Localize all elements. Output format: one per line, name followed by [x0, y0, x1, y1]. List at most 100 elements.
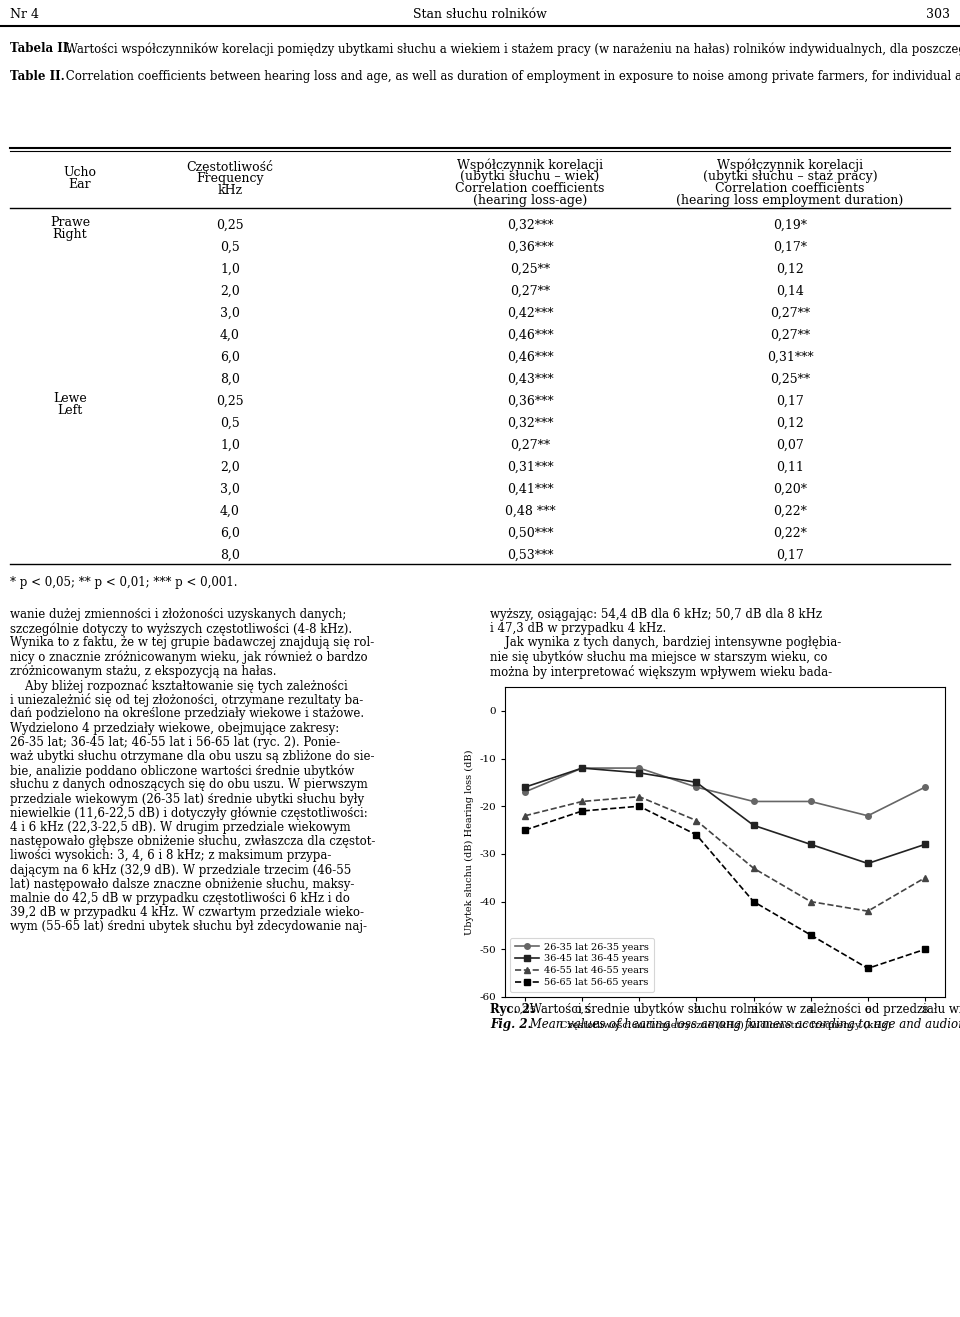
Text: i uniezależnić się od tej złożoności, otrzymane rezultaty ba-: i uniezależnić się od tej złożoności, ot…	[10, 693, 363, 707]
Text: można by interpretować większym wpływem wieku bada-: można by interpretować większym wpływem …	[490, 665, 832, 678]
Text: Jak wynika z tych danych, bardziej intensywne pogłębia-: Jak wynika z tych danych, bardziej inten…	[490, 636, 841, 649]
Text: 1,0: 1,0	[220, 263, 240, 277]
46-55 lat 46-55 years	[748, 860, 759, 876]
26-35 lat 26-35 years	[748, 794, 759, 810]
Text: przedziale wiekowym (26-35 lat) średnie ubytki słuchu były: przedziale wiekowym (26-35 lat) średnie …	[10, 793, 364, 806]
Text: Correlation coefficients: Correlation coefficients	[455, 182, 605, 195]
Text: 0,17*: 0,17*	[773, 241, 807, 254]
Text: nicy o znacznie zróżnicowanym wieku, jak również o bardzo: nicy o znacznie zróżnicowanym wieku, jak…	[10, 651, 368, 664]
Text: 0,46***: 0,46***	[507, 352, 553, 363]
Text: kHz: kHz	[217, 184, 243, 198]
Text: Stan słuchu rolników: Stan słuchu rolników	[413, 8, 547, 21]
Text: Correlation coefficients: Correlation coefficients	[715, 182, 865, 195]
Text: Ryc. 2.: Ryc. 2.	[490, 1004, 534, 1015]
Text: następowało głębsze obniżenie słuchu, zwłaszcza dla częstot-: następowało głębsze obniżenie słuchu, zw…	[10, 835, 375, 848]
56-65 lat 56-65 years	[634, 798, 645, 814]
Text: 0,25: 0,25	[216, 395, 244, 408]
Text: 0,19*: 0,19*	[773, 219, 807, 232]
Text: dań podzielono na określone przedziały wiekowe i stażowe.: dań podzielono na określone przedziały w…	[10, 707, 364, 720]
Text: Tabela II.: Tabela II.	[10, 42, 72, 55]
Text: 0,12: 0,12	[776, 263, 804, 277]
Text: 8,0: 8,0	[220, 549, 240, 562]
56-65 lat 56-65 years	[862, 960, 874, 976]
Text: 4 i 6 kHz (22,3-22,5 dB). W drugim przedziale wiekowym: 4 i 6 kHz (22,3-22,5 dB). W drugim przed…	[10, 820, 350, 834]
Text: Right: Right	[53, 228, 87, 241]
Text: 0,12: 0,12	[776, 417, 804, 429]
Text: Wartości średnie ubytków słuchu rolników w zależności od przedziału wiekowego i : Wartości średnie ubytków słuchu rolników…	[526, 1004, 960, 1017]
26-35 lat 26-35 years	[519, 784, 531, 799]
Text: 0,27**: 0,27**	[770, 307, 810, 320]
Text: 0,14: 0,14	[776, 284, 804, 298]
Text: 0,07: 0,07	[776, 439, 804, 452]
Text: 0,48 ***: 0,48 ***	[505, 504, 555, 518]
Text: 4,0: 4,0	[220, 504, 240, 518]
56-65 lat 56-65 years	[519, 822, 531, 838]
36-45 lat 36-45 years	[634, 765, 645, 781]
56-65 lat 56-65 years	[690, 827, 702, 843]
Text: 0,17: 0,17	[776, 549, 804, 562]
Text: 0,27**: 0,27**	[510, 284, 550, 298]
Text: 0,31***: 0,31***	[767, 352, 813, 363]
Text: słuchu z danych odnoszących się do obu uszu. W pierwszym: słuchu z danych odnoszących się do obu u…	[10, 778, 368, 792]
Text: zróżnicowanym stażu, z ekspozycją na hałas.: zróżnicowanym stażu, z ekspozycją na hał…	[10, 665, 276, 678]
Text: 0,43***: 0,43***	[507, 373, 553, 386]
46-55 lat 46-55 years	[634, 789, 645, 805]
Text: 0,31***: 0,31***	[507, 461, 553, 474]
Text: Współczynnik korelacji: Współczynnik korelacji	[717, 158, 863, 171]
56-65 lat 56-65 years	[920, 942, 931, 957]
Text: 0,42***: 0,42***	[507, 307, 553, 320]
56-65 lat 56-65 years	[804, 927, 816, 943]
Text: 2,0: 2,0	[220, 461, 240, 474]
46-55 lat 46-55 years	[804, 894, 816, 910]
Text: * p < 0,05; ** p < 0,01; *** p < 0,001.: * p < 0,05; ** p < 0,01; *** p < 0,001.	[10, 576, 237, 589]
Text: 0,25**: 0,25**	[770, 373, 810, 386]
36-45 lat 36-45 years	[862, 856, 874, 872]
46-55 lat 46-55 years	[690, 813, 702, 828]
Text: 0,36***: 0,36***	[507, 395, 553, 408]
Line: 36-45 lat 36-45 years: 36-45 lat 36-45 years	[522, 765, 927, 867]
Text: dającym na 6 kHz (32,9 dB). W przedziale trzecim (46-55: dającym na 6 kHz (32,9 dB). W przedziale…	[10, 864, 351, 877]
Text: 0,50***: 0,50***	[507, 527, 553, 540]
46-55 lat 46-55 years	[862, 903, 874, 919]
26-35 lat 26-35 years	[920, 780, 931, 795]
Text: (ubytki słuchu – wiek): (ubytki słuchu – wiek)	[461, 170, 600, 183]
Text: Table II.: Table II.	[10, 70, 64, 83]
Text: 0,41***: 0,41***	[507, 483, 553, 497]
Text: 0,32***: 0,32***	[507, 219, 553, 232]
46-55 lat 46-55 years	[576, 794, 588, 810]
Text: Nr 4: Nr 4	[10, 8, 39, 21]
Text: 26-35 lat; 36-45 lat; 46-55 lat i 56-65 lat (ryc. 2). Ponie-: 26-35 lat; 36-45 lat; 46-55 lat i 56-65 …	[10, 736, 340, 749]
Text: Prawe: Prawe	[50, 216, 90, 229]
Text: i 47,3 dB w przypadku 4 kHz.: i 47,3 dB w przypadku 4 kHz.	[490, 622, 666, 635]
Text: 0,17: 0,17	[776, 395, 804, 408]
Text: nie się ubytków słuchu ma miejsce w starszym wieku, co: nie się ubytków słuchu ma miejsce w star…	[490, 651, 828, 664]
26-35 lat 26-35 years	[862, 807, 874, 823]
Text: Ucho: Ucho	[63, 166, 97, 179]
26-35 lat 26-35 years	[690, 780, 702, 795]
Text: Wartości współczynników korelacji pomiędzy ubytkami słuchu a wiekiem i stażem pr: Wartości współczynników korelacji pomięd…	[62, 42, 960, 55]
Text: (hearing loss-age): (hearing loss-age)	[473, 194, 588, 207]
Text: 6,0: 6,0	[220, 352, 240, 363]
Text: Fig. 2.: Fig. 2.	[490, 1018, 532, 1031]
26-35 lat 26-35 years	[634, 760, 645, 776]
Text: niewielkie (11,6-22,5 dB) i dotyczyły głównie częstotliwości:: niewielkie (11,6-22,5 dB) i dotyczyły gł…	[10, 807, 368, 820]
Text: wanie dużej zmienności i złożoności uzyskanych danych;: wanie dużej zmienności i złożoności uzys…	[10, 608, 347, 622]
Text: malnie do 42,5 dB w przypadku częstotliwości 6 kHz i do: malnie do 42,5 dB w przypadku częstotliw…	[10, 892, 349, 905]
46-55 lat 46-55 years	[920, 869, 931, 885]
Text: Współczynnik korelacji: Współczynnik korelacji	[457, 158, 603, 171]
Text: wyższy, osiągając: 54,4 dB dla 6 kHz; 50,7 dB dla 8 kHz: wyższy, osiągając: 54,4 dB dla 6 kHz; 50…	[490, 608, 822, 622]
Text: 0,20*: 0,20*	[773, 483, 807, 497]
Line: 26-35 lat 26-35 years: 26-35 lat 26-35 years	[522, 765, 927, 819]
26-35 lat 26-35 years	[576, 760, 588, 776]
Text: 0,32***: 0,32***	[507, 417, 553, 429]
Text: 0,11: 0,11	[776, 461, 804, 474]
Text: 6,0: 6,0	[220, 527, 240, 540]
Text: Częstotliwość: Częstotliwość	[186, 159, 274, 174]
Text: 0,46***: 0,46***	[507, 329, 553, 342]
Text: 0,53***: 0,53***	[507, 549, 553, 562]
Text: 0,22*: 0,22*	[773, 527, 807, 540]
36-45 lat 36-45 years	[804, 836, 816, 852]
56-65 lat 56-65 years	[576, 803, 588, 819]
Text: 39,2 dB w przypadku 4 kHz. W czwartym przedziale wieko-: 39,2 dB w przypadku 4 kHz. W czwartym pr…	[10, 906, 364, 919]
Text: Left: Left	[58, 404, 83, 417]
